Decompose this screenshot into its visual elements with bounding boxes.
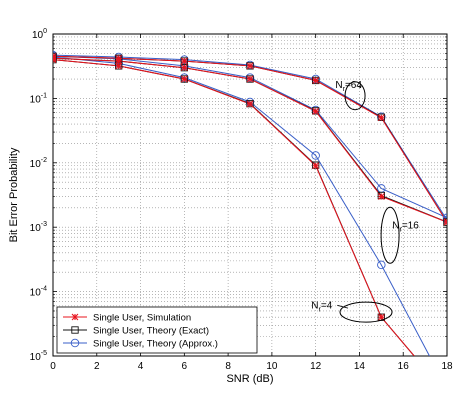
data-point: [312, 162, 320, 170]
y-tick-label: 100: [32, 28, 47, 41]
group-ellipse-64: [344, 81, 366, 111]
series-layer: [53, 50, 447, 356]
data-point: [53, 52, 57, 60]
data-point: [311, 151, 320, 160]
annotations: Nr=64 Nr=16 Nr=4: [311, 80, 419, 323]
data-point: [312, 76, 320, 85]
connector-64: [357, 85, 362, 89]
y-axis-label: Bit Error Probability: [8, 147, 20, 242]
data-point: [246, 75, 254, 83]
data-point: [443, 218, 447, 226]
data-point: [246, 100, 254, 108]
data-point: [246, 75, 254, 83]
group-ellipse-16: [380, 206, 400, 264]
series-line: [53, 57, 447, 223]
data-point: [377, 260, 386, 270]
y-tick-label: 10-3: [30, 221, 47, 234]
connector-4: [337, 304, 349, 309]
legend-label: Single User, Theory (Exact): [93, 326, 209, 337]
y-tick-label: 10-1: [30, 92, 47, 105]
data-point: [180, 75, 188, 83]
data-point: [180, 64, 188, 72]
plot-frame: [52, 33, 448, 357]
axes: 0 2 4 6 8 10 12 14 16 18 10-5 10-4 10-3 10-2 10-1 100: [30, 28, 453, 372]
x-tick-label: 6: [182, 361, 188, 372]
group-ellipse-4: [339, 301, 393, 323]
x-tick-label: 2: [94, 361, 100, 372]
curve-group-label: Nr=64: [335, 80, 362, 93]
data-point: [312, 107, 320, 115]
data-point: [53, 52, 57, 60]
curve-group-label: Nr=4: [311, 300, 332, 313]
data-point: [442, 213, 447, 223]
data-point: [377, 193, 385, 200]
data-point: [442, 215, 447, 225]
data-point: [246, 62, 254, 70]
x-axis-label: SNR (dB): [226, 373, 273, 385]
legend: Single User, Simulation Single User, Theo…: [56, 306, 258, 354]
legend-box: [56, 306, 258, 354]
x-tick-label: 8: [225, 361, 231, 372]
x-tick-label: 16: [398, 361, 410, 372]
y-tick-label: 10-5: [30, 350, 47, 363]
curve-group-label: Nr=16: [392, 221, 419, 234]
data-point: [443, 218, 447, 226]
data-point: [246, 62, 254, 70]
data-point: [312, 77, 320, 84]
legend-marker: [71, 313, 79, 321]
data-point: [115, 54, 123, 62]
x-tick-label: 14: [354, 361, 366, 372]
legend-label: Single User, Theory (Approx.): [93, 339, 218, 350]
x-tick-label: 18: [441, 361, 453, 372]
x-tick-label: 10: [266, 361, 278, 372]
y-tick-label: 10-4: [30, 286, 47, 299]
legend-marker: [70, 338, 80, 348]
data-point: [180, 57, 188, 65]
legend-marker: [71, 326, 79, 334]
x-tick-label: 12: [310, 361, 322, 372]
data-point: [377, 114, 385, 122]
x-tick-label: 4: [138, 361, 144, 372]
y-tick-label: 10-2: [30, 157, 47, 170]
x-tick-label: 0: [50, 361, 56, 372]
data-point: [180, 75, 188, 83]
data-point: [180, 57, 188, 65]
series-line: [53, 57, 447, 223]
legend-label: Single User, Simulation: [93, 313, 191, 324]
